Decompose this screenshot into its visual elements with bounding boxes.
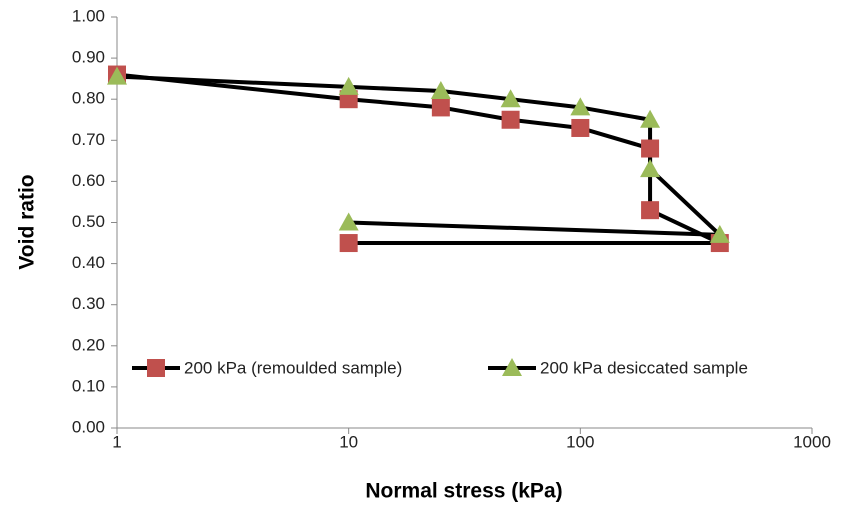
x-tick-label: 10 <box>339 432 358 451</box>
marker <box>501 110 520 129</box>
x-tick-label: 1000 <box>793 432 831 451</box>
x-tick-label: 1 <box>112 432 121 451</box>
x-tick-label: 100 <box>566 432 594 451</box>
marker <box>338 76 359 95</box>
marker <box>500 89 521 108</box>
legend-label: 200 kPa desiccated sample <box>540 358 748 377</box>
marker <box>431 98 450 117</box>
marker <box>571 118 590 137</box>
marker <box>430 80 451 99</box>
y-tick-label: 0.50 <box>72 212 105 231</box>
y-tick-label: 0.70 <box>72 130 105 149</box>
y-tick-label: 1.00 <box>72 6 105 25</box>
y-tick-label: 0.20 <box>72 335 105 354</box>
legend-marker <box>147 359 165 377</box>
marker <box>640 159 661 178</box>
marker <box>570 97 591 116</box>
series-line <box>116 74 722 237</box>
marker <box>709 224 730 243</box>
marker <box>641 201 660 220</box>
marker <box>107 66 127 85</box>
marker <box>339 234 358 253</box>
y-tick-label: 0.40 <box>72 253 105 272</box>
y-tick-label: 0.30 <box>72 294 105 313</box>
y-tick-label: 0.60 <box>72 171 105 190</box>
marker <box>641 139 660 158</box>
legend-label: 200 kPa (remoulded sample) <box>184 358 402 377</box>
y-axis-title: Void ratio <box>16 174 39 269</box>
marker <box>640 109 661 128</box>
y-tick-label: 0.90 <box>72 48 105 67</box>
marker <box>338 212 359 231</box>
y-tick-label: 0.10 <box>72 376 105 395</box>
series-line <box>116 72 722 246</box>
x-axis-title: Normal stress (kPa) <box>365 480 562 503</box>
y-tick-label: 0.00 <box>72 417 105 436</box>
y-tick-label: 0.80 <box>72 89 105 108</box>
legend-marker <box>502 358 522 376</box>
